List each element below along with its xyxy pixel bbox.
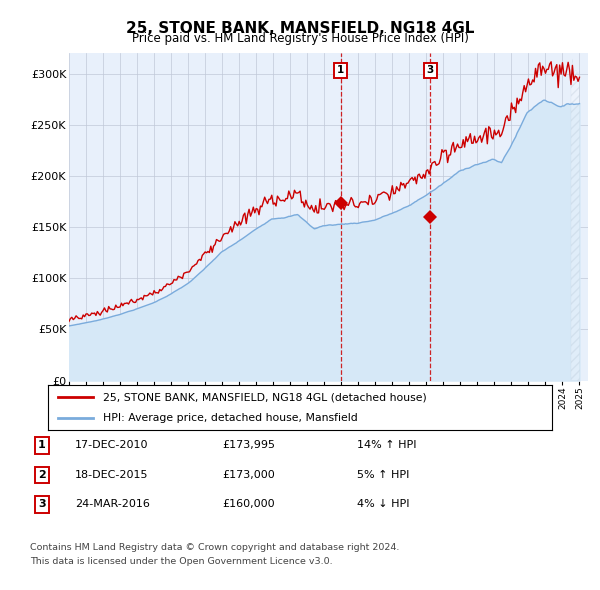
- Text: £160,000: £160,000: [222, 500, 275, 509]
- Text: 25, STONE BANK, MANSFIELD, NG18 4GL: 25, STONE BANK, MANSFIELD, NG18 4GL: [126, 21, 474, 35]
- Text: 25, STONE BANK, MANSFIELD, NG18 4GL (detached house): 25, STONE BANK, MANSFIELD, NG18 4GL (det…: [103, 392, 427, 402]
- Text: 3: 3: [427, 65, 434, 76]
- Text: 5% ↑ HPI: 5% ↑ HPI: [357, 470, 409, 480]
- Text: £173,995: £173,995: [222, 441, 275, 450]
- Text: Contains HM Land Registry data © Crown copyright and database right 2024.: Contains HM Land Registry data © Crown c…: [30, 543, 400, 552]
- Text: 1: 1: [337, 65, 344, 76]
- Text: 2: 2: [38, 470, 46, 480]
- Text: 1: 1: [38, 441, 46, 450]
- Text: This data is licensed under the Open Government Licence v3.0.: This data is licensed under the Open Gov…: [30, 558, 332, 566]
- Text: 14% ↑ HPI: 14% ↑ HPI: [357, 441, 416, 450]
- Text: 18-DEC-2015: 18-DEC-2015: [75, 470, 149, 480]
- Text: £173,000: £173,000: [222, 470, 275, 480]
- Text: Price paid vs. HM Land Registry's House Price Index (HPI): Price paid vs. HM Land Registry's House …: [131, 32, 469, 45]
- Text: 3: 3: [38, 500, 46, 509]
- Text: 17-DEC-2010: 17-DEC-2010: [75, 441, 149, 450]
- Text: HPI: Average price, detached house, Mansfield: HPI: Average price, detached house, Mans…: [103, 412, 358, 422]
- Text: 4% ↓ HPI: 4% ↓ HPI: [357, 500, 409, 509]
- Text: 24-MAR-2016: 24-MAR-2016: [75, 500, 150, 509]
